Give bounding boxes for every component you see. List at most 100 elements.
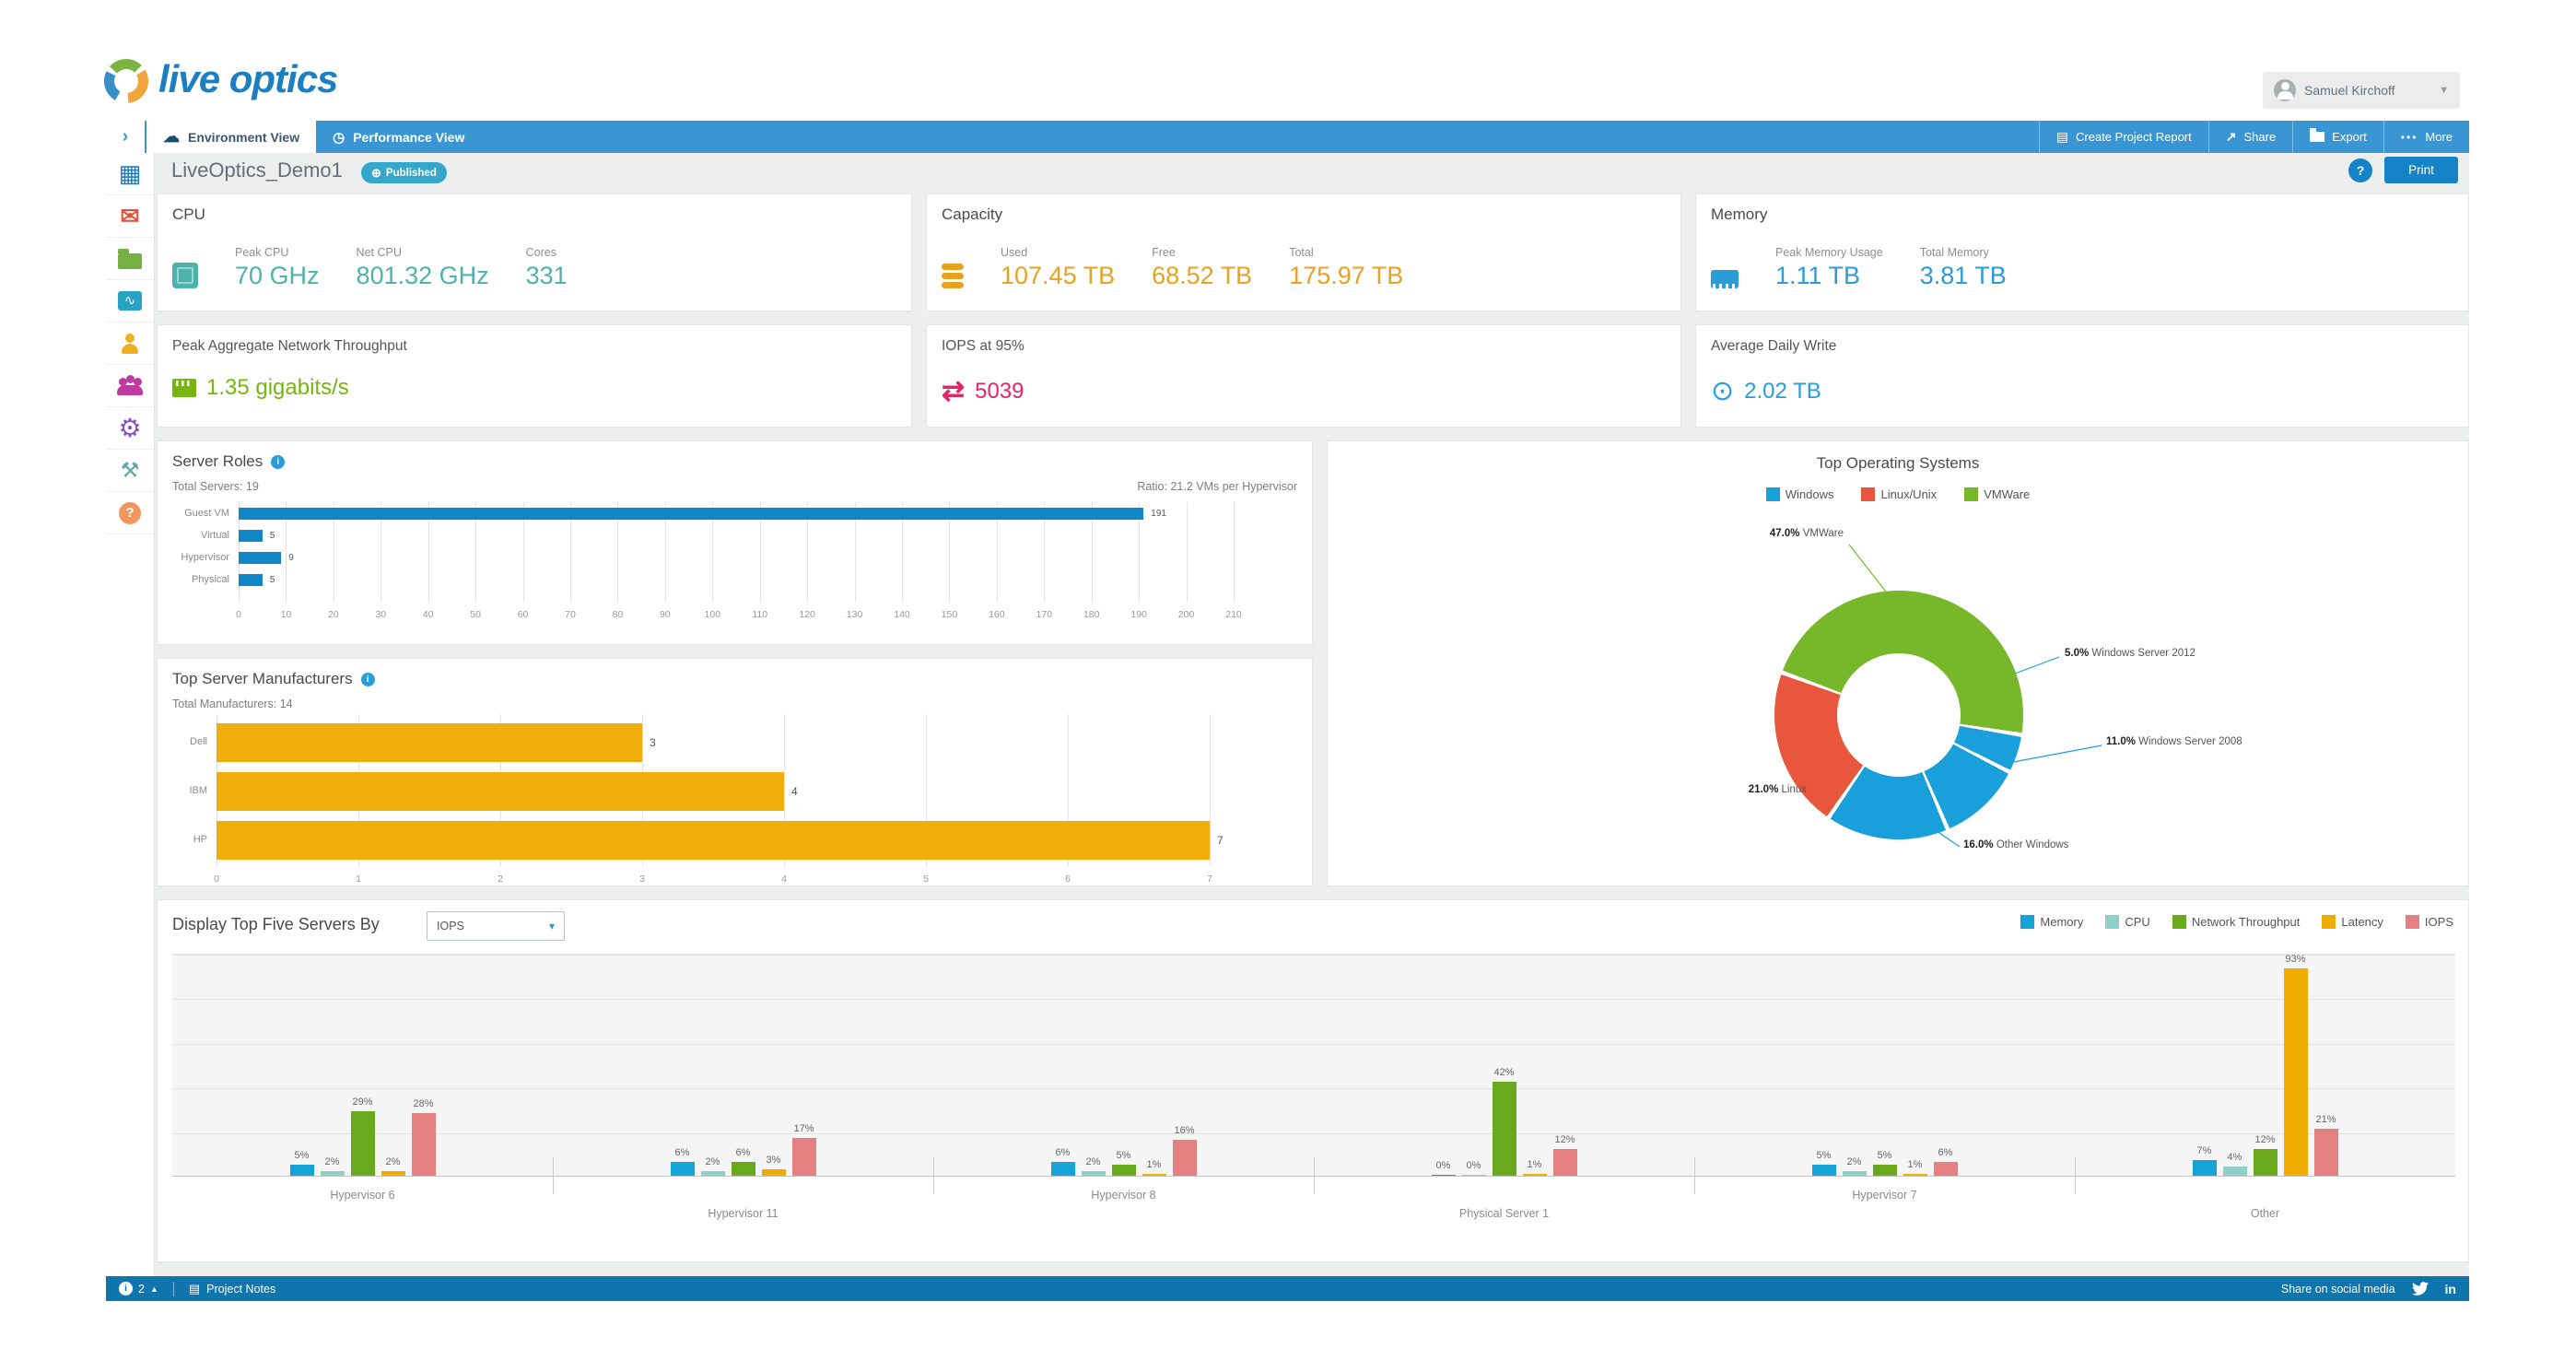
project-notes-button[interactable]: Project Notes xyxy=(189,1282,275,1296)
axis-tick-label: 140 xyxy=(894,609,910,620)
bar-value: 12% xyxy=(2254,1133,2276,1145)
print-button[interactable]: Print xyxy=(2384,157,2458,183)
user-menu[interactable]: Samuel Kirchoff ▼ xyxy=(2263,72,2460,109)
bar-value: 28% xyxy=(413,1098,434,1110)
metric-used: Used 107.45 TB xyxy=(1001,246,1116,289)
card-title: Memory xyxy=(1711,205,1768,223)
icon-sidebar xyxy=(106,153,155,1276)
tab-label: Performance View xyxy=(353,129,465,145)
sidebar-item-settings[interactable] xyxy=(106,407,154,450)
sidebar-item-help[interactable] xyxy=(106,492,154,534)
sidebar-item-projects[interactable] xyxy=(106,238,154,280)
bar-memory xyxy=(289,1164,314,1176)
legend-label: VMWare xyxy=(1984,487,2031,501)
notifications-toggle[interactable]: i 2 ▲ xyxy=(119,1282,158,1296)
category-label: Hypervisor 6 xyxy=(330,1189,395,1202)
legend-swatch xyxy=(1861,487,1876,501)
axis-tick-label: 0 xyxy=(214,874,219,885)
more-button[interactable]: More xyxy=(2383,121,2469,153)
legend-swatch xyxy=(2322,915,2336,929)
bar-value: 2% xyxy=(1846,1156,1862,1168)
bar xyxy=(217,772,784,811)
sidebar-item-mail[interactable] xyxy=(106,195,154,238)
gridline xyxy=(807,502,809,602)
bar-iops xyxy=(1552,1148,1577,1176)
gridline xyxy=(1091,502,1093,602)
axis-tick-label: 100 xyxy=(704,609,721,620)
tab-performance-view[interactable]: Performance View xyxy=(316,121,481,153)
group-divider xyxy=(1694,1157,1695,1194)
bar-value: 0% xyxy=(1466,1159,1481,1171)
bar-value: 4% xyxy=(2227,1152,2242,1164)
create-project-report-button[interactable]: Create Project Report xyxy=(2038,121,2208,153)
gridline xyxy=(926,714,927,866)
axis-tick-label: 4 xyxy=(781,874,787,885)
category-label: Other xyxy=(2250,1207,2280,1220)
sidebar-collapse-button[interactable]: › xyxy=(106,121,145,153)
sidebar-item-monitor[interactable] xyxy=(106,280,154,322)
slice-label-linux: 21.0% Linux xyxy=(1748,784,1807,795)
metric-select[interactable]: IOPS ▾ xyxy=(427,911,565,941)
network-throughput-card: Peak Aggregate Network Throughput 1.35 g… xyxy=(157,324,912,428)
user-name: Samuel Kirchoff xyxy=(2304,83,2395,98)
axis-tick-label: 3 xyxy=(639,874,645,885)
axis-tick-label: 210 xyxy=(1225,609,1242,620)
gridline xyxy=(172,955,2455,956)
card-title: IOPS at 95% xyxy=(942,338,1025,354)
legend-swatch xyxy=(2020,915,2035,929)
arrows-exchange-icon xyxy=(942,375,965,407)
gridline xyxy=(1210,714,1211,866)
logo-text: live optics xyxy=(158,57,338,100)
card-title: Capacity xyxy=(942,205,1003,223)
axis-tick-label: 80 xyxy=(612,609,624,620)
gridline xyxy=(1044,502,1046,602)
info-icon[interactable]: i xyxy=(271,454,286,469)
axis-tick-label: 2 xyxy=(498,874,503,885)
axis-tick-label: 6 xyxy=(1065,874,1071,885)
legend-item: Network Throughput xyxy=(2172,915,2300,929)
slice-label-other-windows: 16.0% Other Windows xyxy=(1963,839,2069,850)
chart-title: Display Top Five Servers By xyxy=(172,915,380,933)
bar xyxy=(217,723,642,762)
database-icon xyxy=(942,264,964,288)
sidebar-item-profile[interactable] xyxy=(106,322,154,365)
axis-tick-label: 150 xyxy=(941,609,958,620)
cpu-chip-icon xyxy=(172,263,198,288)
bar-memory xyxy=(1811,1164,1836,1176)
category-label: Dell xyxy=(190,736,207,747)
axis-tick-label: 170 xyxy=(1036,609,1053,620)
group-divider xyxy=(553,1157,554,1194)
sidebar-item-tools[interactable] xyxy=(106,450,154,492)
sidebar-item-dashboard[interactable] xyxy=(106,153,154,195)
bar-value: 6% xyxy=(735,1147,751,1159)
bar-memory xyxy=(2192,1160,2217,1176)
tab-environment-view[interactable]: Environment View xyxy=(146,121,317,153)
category-label: Hypervisor 8 xyxy=(1091,1189,1156,1202)
info-icon[interactable]: i xyxy=(360,672,375,686)
sidebar-item-team[interactable] xyxy=(106,365,154,407)
axis-tick-label: 130 xyxy=(846,609,863,620)
category-label: Virtual xyxy=(201,529,229,541)
category-label: Hypervisor xyxy=(181,551,229,563)
axis-tick-label: 70 xyxy=(565,609,576,620)
gridline xyxy=(427,502,429,602)
gridline xyxy=(1068,714,1069,866)
kpi-value: 1.35 gigabits/s xyxy=(206,375,349,400)
legend-swatch xyxy=(2172,915,2186,929)
bar-network-throughput xyxy=(731,1162,755,1176)
export-button[interactable]: Export xyxy=(2292,121,2383,153)
gridline xyxy=(1234,502,1235,602)
bar-memory xyxy=(670,1162,695,1176)
gridline xyxy=(784,714,785,866)
twitter-icon[interactable] xyxy=(2411,1282,2429,1296)
bar-cpu xyxy=(320,1171,345,1176)
metric-free: Free 68.52 TB xyxy=(1152,246,1253,289)
bar-value: 16% xyxy=(1174,1125,1195,1137)
share-button[interactable]: Share xyxy=(2207,121,2292,153)
chevron-down-icon: ▼ xyxy=(2439,85,2449,96)
bar-iops xyxy=(2313,1129,2338,1176)
kpi-value: 5039 xyxy=(975,378,1025,404)
linkedin-icon[interactable]: in xyxy=(2444,1281,2456,1296)
help-button[interactable]: ? xyxy=(2348,158,2372,182)
